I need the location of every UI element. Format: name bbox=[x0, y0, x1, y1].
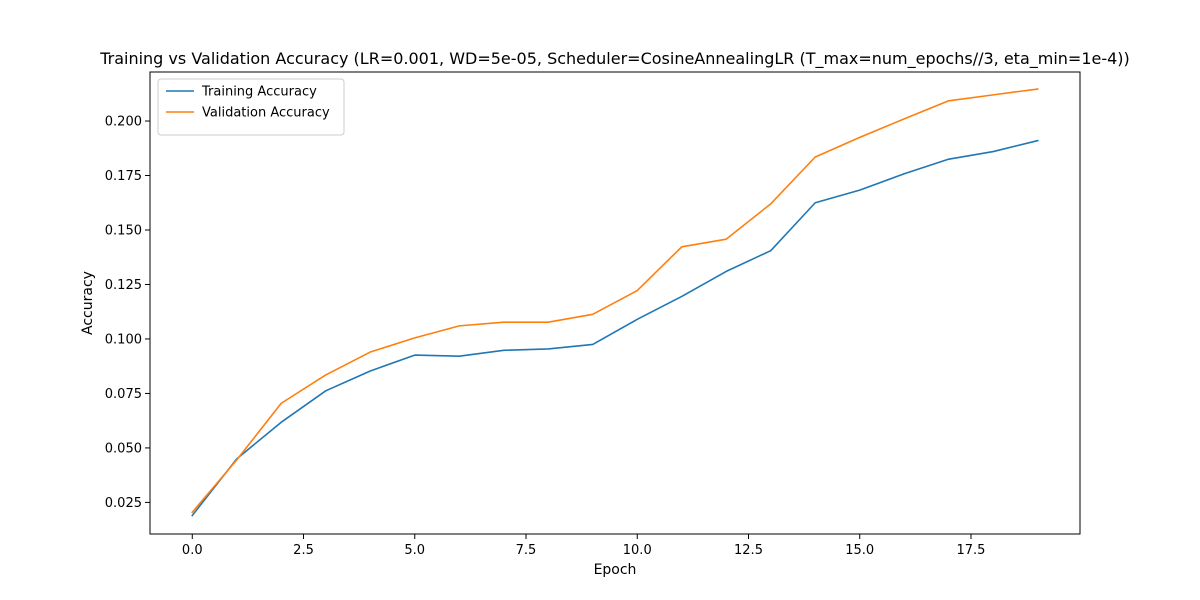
plot-area bbox=[149, 71, 1081, 535]
x-tick-label: 12.5 bbox=[734, 543, 763, 558]
y-tick-label: 0.025 bbox=[105, 496, 142, 511]
series-lines bbox=[191, 88, 1039, 517]
y-tick-label: 0.075 bbox=[105, 387, 142, 402]
x-tick-label: 10.0 bbox=[623, 543, 652, 558]
y-tick-label: 0.100 bbox=[105, 332, 142, 347]
x-tick-label: 17.5 bbox=[957, 543, 986, 558]
legend-box bbox=[157, 78, 345, 136]
training-accuracy-line bbox=[191, 139, 1039, 517]
x-tick-label: 0.0 bbox=[182, 543, 203, 558]
y-axis-ticks: 0.025 0.050 0.075 0.100 0.125 0.150 0.175 0.200 bbox=[105, 115, 150, 511]
chart-title: Training vs Validation Accuracy (LR=0.00… bbox=[99, 49, 1130, 69]
x-tick-label: 15.0 bbox=[845, 543, 874, 558]
y-tick-label: 0.150 bbox=[105, 223, 142, 238]
y-axis-label: Accuracy bbox=[80, 271, 96, 335]
y-tick-label: 0.200 bbox=[105, 115, 142, 130]
x-axis-ticks: 0.0 2.5 5.0 7.5 10.0 12.5 15.0 17.5 bbox=[182, 534, 986, 558]
validation-accuracy-line bbox=[191, 88, 1039, 514]
y-tick-label: 0.125 bbox=[105, 278, 142, 293]
legend: Training Accuracy Validation Accuracy bbox=[157, 78, 345, 136]
legend-label: Training Accuracy bbox=[201, 85, 317, 100]
y-tick-label: 0.175 bbox=[105, 169, 142, 184]
x-tick-label: 7.5 bbox=[516, 543, 537, 558]
x-tick-label: 2.5 bbox=[293, 543, 314, 558]
y-tick-label: 0.050 bbox=[105, 441, 142, 456]
x-tick-label: 5.0 bbox=[404, 543, 425, 558]
x-axis-label: Epoch bbox=[594, 562, 637, 578]
legend-label: Validation Accuracy bbox=[202, 106, 330, 121]
